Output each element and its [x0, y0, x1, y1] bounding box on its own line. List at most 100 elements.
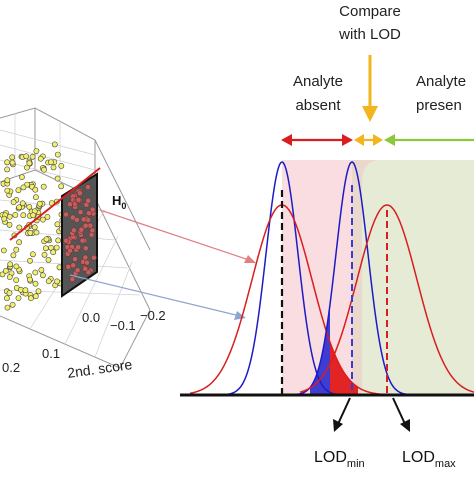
red-point: [69, 276, 76, 283]
distributions: [180, 161, 474, 397]
yellow-point: [33, 148, 40, 154]
red-point: [78, 226, 85, 233]
red-point: [71, 227, 77, 234]
yellow-point: [9, 159, 16, 166]
first-tick-1: 0.1: [42, 346, 60, 361]
yellow-point: [32, 293, 39, 300]
yellow-point: [27, 257, 33, 264]
yellow-point: [6, 213, 13, 220]
lod-min-label: LODmin: [314, 449, 365, 470]
present-label-line2: presen: [416, 97, 462, 114]
box-frame: [0, 107, 151, 369]
red-point: [91, 254, 97, 261]
yellow-point: [20, 212, 27, 219]
red-point: [89, 227, 96, 234]
first-tick-0: 0.2: [2, 360, 20, 375]
score-tick-2: −0.2: [140, 308, 166, 323]
yellow-point: [32, 269, 39, 276]
yellow-point: [27, 295, 34, 302]
yellow-point: [41, 251, 48, 258]
red-point: [84, 259, 90, 266]
yellow-point: [4, 295, 10, 302]
absent-region: [282, 160, 352, 395]
lod-markers: LODmin LODmax: [314, 397, 456, 470]
yellow-point: [37, 155, 44, 162]
red-point: [70, 262, 77, 269]
yellow-point: [36, 200, 43, 207]
red-point: [63, 211, 69, 218]
yellow-point: [20, 184, 27, 191]
yellow-point: [26, 203, 33, 210]
yellow-point: [15, 187, 22, 194]
red-point: [67, 201, 73, 208]
yellow-point: [54, 175, 61, 182]
yellow-point: [4, 166, 10, 173]
yellow-point: [1, 215, 8, 222]
yellow-point: [0, 247, 7, 254]
red-point: [80, 216, 87, 223]
yellow-point: [54, 151, 61, 158]
yellow-point: [40, 272, 46, 279]
yellow-point: [30, 251, 36, 258]
yellow-point: [26, 276, 33, 283]
yellow-point: [16, 239, 22, 246]
red-points: [63, 184, 97, 283]
yellow-point: [4, 177, 11, 184]
red-point: [82, 222, 89, 229]
yellow-point: [55, 237, 62, 244]
yellow-point: [4, 159, 10, 166]
red-point: [85, 184, 91, 190]
red-point: [74, 267, 81, 274]
red-point: [82, 254, 89, 261]
red-point: [73, 216, 80, 223]
yellow-point: [42, 245, 49, 252]
yellow-point: [6, 290, 13, 296]
yellow-point: [38, 266, 45, 273]
yellow-point: [58, 183, 65, 190]
yellow-point: [6, 221, 13, 228]
blank-distribution-blue: [224, 161, 350, 396]
yellow-point: [2, 267, 9, 274]
score-tick-1: −0.1: [110, 318, 136, 333]
yellow-point: [13, 263, 20, 270]
yellow-point: [23, 153, 30, 160]
yellow-point: [45, 256, 52, 263]
yellow-point: [40, 183, 47, 190]
yellow-point: [9, 154, 16, 161]
yellow-point: [18, 174, 25, 180]
yellow-point: [32, 280, 39, 287]
yellow-point: [10, 199, 17, 206]
score-axis-label: 2nd. score: [66, 356, 133, 381]
yellow-point: [7, 261, 14, 268]
yellow-point: [32, 186, 39, 193]
yellow-point: [43, 236, 50, 243]
yellow-point: [35, 288, 42, 295]
yellow-point: [30, 212, 36, 219]
red-point: [67, 247, 73, 254]
score-tick-0: 0.0: [82, 310, 100, 325]
yellow-point: [13, 246, 20, 253]
yellow-point: [0, 271, 6, 278]
red-point: [77, 209, 84, 215]
yellow-point: [44, 213, 51, 220]
compare-label-line2: with LOD: [338, 26, 401, 43]
yellow-point: [16, 204, 22, 211]
lod-max-label: LODmax: [402, 449, 456, 470]
yellow-point: [45, 278, 52, 285]
h0-label: H0: [112, 193, 126, 211]
region-arrows: [281, 55, 474, 146]
yellow-point: [15, 295, 22, 301]
red-point: [85, 197, 92, 204]
yellow-point: [31, 224, 38, 231]
red-point: [65, 264, 72, 270]
projection-arrows: [69, 209, 256, 320]
red-axis-line: [9, 167, 101, 241]
red-point: [86, 210, 92, 217]
lod-min-distribution-blue: [289, 161, 420, 396]
scatter-3d: H0 0.0 −0.1 −0.2 0.2 0.1 2nd. score: [0, 107, 166, 381]
yellow-point: [58, 162, 65, 169]
yellow-point: [13, 277, 20, 283]
blank-distribution-red: [189, 204, 390, 396]
yellow-point: [41, 166, 47, 173]
